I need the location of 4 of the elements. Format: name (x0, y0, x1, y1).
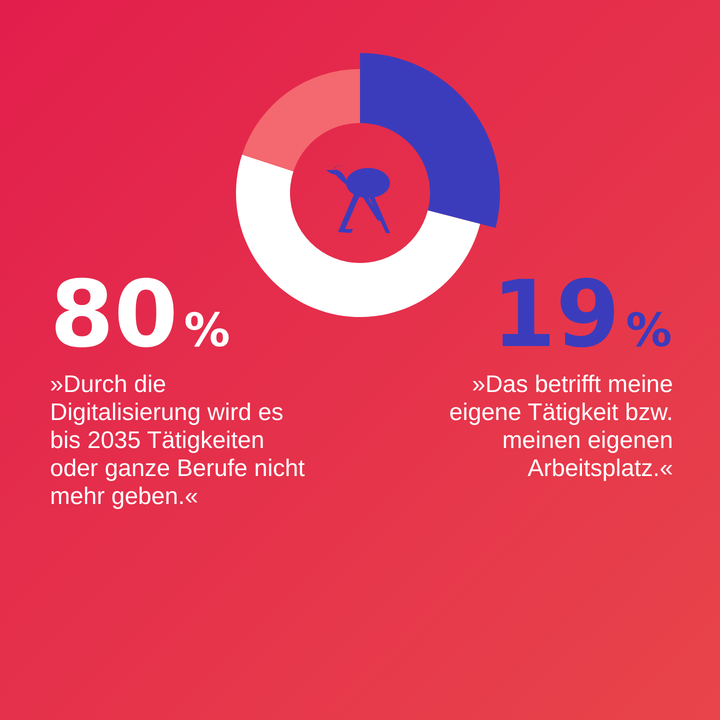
text: »Durch die Digitalisierung wird es bis 2035 Tätigkeiten oder ganze Berufe nicht mehr geben.« (50, 371, 306, 510)
text: »Das betrifft meine eigene Tätigkeit bzw. meinen eigenen Arbeitsplatz.« (449, 371, 673, 482)
text: 19% (492, 261, 672, 368)
text: 80% (50, 261, 230, 368)
